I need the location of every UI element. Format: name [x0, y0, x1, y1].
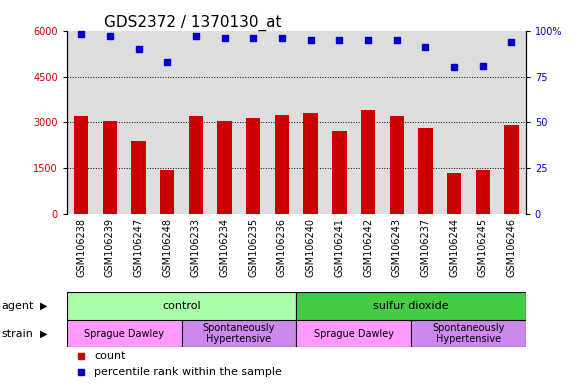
Point [134, 46, 143, 52]
Text: sulfur dioxide: sulfur dioxide [373, 301, 449, 311]
Bar [296, 320, 411, 348]
Bar [411, 320, 526, 348]
Point [249, 35, 258, 41]
Text: Spontaneously
Hypertensive: Spontaneously Hypertensive [432, 323, 505, 344]
Bar [246, 118, 260, 214]
Text: GSM106236: GSM106236 [277, 218, 287, 277]
Bar [74, 116, 88, 214]
Text: control: control [162, 301, 201, 311]
Text: GSM106246: GSM106246 [507, 218, 517, 277]
Point [335, 37, 344, 43]
Text: GSM106241: GSM106241 [334, 218, 345, 277]
Bar [189, 116, 203, 214]
Bar [296, 293, 526, 320]
Text: count: count [94, 351, 126, 361]
Text: strain: strain [1, 329, 33, 339]
Point [450, 64, 459, 70]
Point [220, 35, 229, 41]
Point [507, 39, 516, 45]
Text: agent: agent [1, 301, 34, 311]
Bar [447, 173, 461, 214]
Text: GSM106247: GSM106247 [134, 218, 144, 277]
Bar [67, 320, 181, 348]
Text: GSM106245: GSM106245 [478, 218, 488, 277]
Text: GSM106237: GSM106237 [421, 218, 431, 277]
Text: percentile rank within the sample: percentile rank within the sample [94, 367, 282, 377]
Text: ▶: ▶ [40, 329, 47, 339]
Text: GSM106243: GSM106243 [392, 218, 401, 277]
Text: GSM106242: GSM106242 [363, 218, 373, 277]
Bar [103, 121, 117, 214]
Bar [361, 110, 375, 214]
Bar [303, 113, 318, 214]
Text: GSM106238: GSM106238 [76, 218, 86, 277]
Point [306, 37, 315, 43]
Bar [275, 115, 289, 214]
Point [191, 33, 200, 39]
Bar [160, 170, 174, 214]
Bar [504, 126, 519, 214]
Bar [131, 141, 146, 214]
Point [421, 44, 430, 50]
Text: GSM106239: GSM106239 [105, 218, 115, 277]
Text: GSM106240: GSM106240 [306, 218, 315, 277]
Bar [67, 293, 296, 320]
Text: Sprague Dawley: Sprague Dawley [84, 329, 164, 339]
Point [105, 33, 114, 39]
Text: GSM106235: GSM106235 [248, 218, 259, 277]
Text: GSM106248: GSM106248 [162, 218, 172, 277]
Bar [332, 131, 346, 214]
Point [163, 59, 172, 65]
Text: GDS2372 / 1370130_at: GDS2372 / 1370130_at [103, 15, 281, 31]
Text: GSM106234: GSM106234 [220, 218, 229, 277]
Bar [476, 170, 490, 214]
Text: ▶: ▶ [40, 301, 47, 311]
Text: GSM106233: GSM106233 [191, 218, 201, 277]
Point [77, 31, 86, 38]
Bar [418, 128, 433, 214]
Text: GSM106244: GSM106244 [449, 218, 459, 277]
Bar [181, 320, 296, 348]
Text: Spontaneously
Hypertensive: Spontaneously Hypertensive [203, 323, 275, 344]
Point [392, 37, 401, 43]
Text: Sprague Dawley: Sprague Dawley [314, 329, 394, 339]
Point [277, 35, 286, 41]
Point [363, 37, 372, 43]
Point [478, 63, 487, 69]
Bar [217, 121, 232, 214]
Bar [389, 116, 404, 214]
